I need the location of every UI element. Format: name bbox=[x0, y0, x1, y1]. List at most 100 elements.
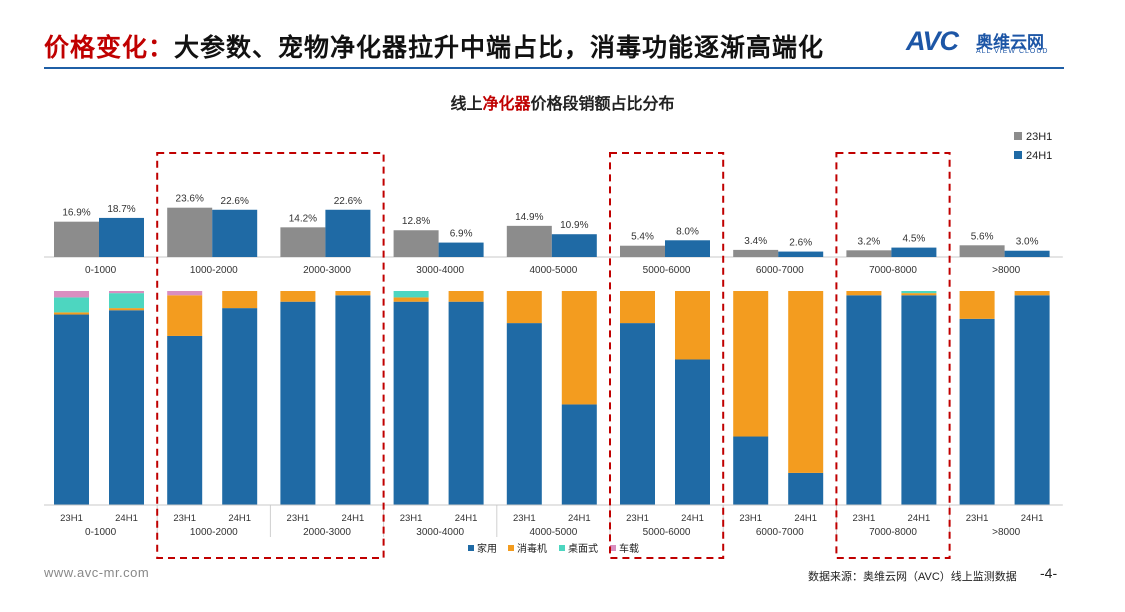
stack-segment bbox=[733, 436, 769, 505]
stack-segment bbox=[1014, 295, 1050, 505]
top-bar-label: 4.5% bbox=[903, 234, 926, 245]
legend-swatch bbox=[559, 545, 565, 551]
top-bar bbox=[959, 245, 1005, 257]
legend-label: 24H1 bbox=[1026, 150, 1052, 162]
top-bar-label: 16.9% bbox=[62, 208, 90, 219]
legend-label: 消毒机 bbox=[517, 542, 547, 555]
stack-segment bbox=[109, 308, 144, 311]
bottom-category-label: 7000-8000 bbox=[869, 527, 917, 538]
stack-segment bbox=[167, 291, 203, 296]
stack-segment bbox=[561, 404, 597, 505]
top-bar bbox=[620, 245, 665, 257]
bottom-period-label: 23H1 bbox=[513, 513, 536, 524]
legend-swatch bbox=[1014, 151, 1022, 159]
stack-segment bbox=[846, 295, 882, 505]
stack-segment bbox=[788, 472, 824, 505]
bottom-period-label: 23H1 bbox=[739, 513, 762, 524]
highlight-box bbox=[609, 152, 725, 559]
bottom-period-label: 24H1 bbox=[908, 513, 931, 524]
stack-segment bbox=[222, 308, 258, 505]
stack-segment bbox=[109, 293, 144, 309]
top-bar-label: 14.9% bbox=[515, 212, 543, 223]
top-bar-label: 3.4% bbox=[744, 236, 767, 247]
stack-segment bbox=[393, 291, 429, 298]
bottom-category-label: 1000-2000 bbox=[190, 527, 238, 538]
stack-segment bbox=[335, 291, 371, 296]
top-category-label: 7000-8000 bbox=[869, 265, 917, 276]
top-bar bbox=[506, 225, 552, 257]
top-category-label: 2000-3000 bbox=[303, 265, 351, 276]
top-bar-label: 8.0% bbox=[676, 226, 699, 237]
stack-segment bbox=[167, 295, 203, 336]
legend-label: 桌面式 bbox=[568, 542, 598, 555]
stack-segment bbox=[959, 291, 995, 319]
page-number: -4- bbox=[1040, 565, 1058, 581]
stack-segment bbox=[675, 359, 710, 505]
stack-segment bbox=[280, 291, 316, 302]
stack-segment bbox=[280, 301, 316, 505]
top-bar bbox=[212, 209, 258, 257]
top-bar-label: 3.0% bbox=[1016, 237, 1039, 248]
top-bar-label: 12.8% bbox=[402, 216, 430, 227]
bottom-period-label: 24H1 bbox=[568, 513, 591, 524]
top-bar bbox=[665, 240, 710, 257]
stack-segment bbox=[959, 318, 995, 505]
stack-segment bbox=[620, 323, 655, 505]
top-category-label: >8000 bbox=[992, 265, 1021, 276]
top-bar-label: 22.6% bbox=[334, 196, 362, 207]
stack-segment bbox=[901, 291, 937, 294]
stack-segment bbox=[901, 295, 937, 505]
stack-segment bbox=[506, 291, 542, 324]
top-bar bbox=[393, 230, 439, 257]
highlight-box bbox=[835, 152, 951, 559]
bottom-period-label: 24H1 bbox=[228, 513, 251, 524]
bottom-category-label: 3000-4000 bbox=[416, 527, 464, 538]
stack-segment bbox=[675, 291, 710, 360]
stack-segment bbox=[506, 323, 542, 505]
top-bar-label: 3.2% bbox=[858, 236, 881, 247]
top-category-label: 6000-7000 bbox=[756, 265, 804, 276]
top-bar-label: 22.6% bbox=[221, 196, 249, 207]
title-divider bbox=[44, 67, 1064, 69]
stack-segment bbox=[54, 314, 89, 505]
bottom-period-label: 24H1 bbox=[1021, 513, 1044, 524]
top-bar-label: 2.6% bbox=[789, 238, 812, 249]
stack-segment bbox=[54, 312, 89, 315]
top-category-label: 4000-5000 bbox=[529, 265, 577, 276]
stack-segment bbox=[167, 335, 203, 505]
bottom-period-label: 23H1 bbox=[626, 513, 649, 524]
legend-label: 家用 bbox=[477, 542, 497, 555]
bottom-category-label: 5000-6000 bbox=[643, 527, 691, 538]
top-bar-label: 23.6% bbox=[176, 194, 204, 205]
top-bar-label: 18.7% bbox=[107, 204, 135, 215]
legend-label: 车载 bbox=[619, 542, 639, 555]
top-bar-label: 14.2% bbox=[289, 213, 317, 224]
bottom-category-label: 4000-5000 bbox=[529, 527, 577, 538]
page-title: 价格变化：大参数、宠物净化器拉升中端占比，消毒功能逐渐高端化 bbox=[44, 34, 825, 62]
stack-segment bbox=[393, 301, 429, 505]
top-bar bbox=[167, 207, 213, 257]
stack-segment bbox=[54, 297, 89, 313]
stack-segment bbox=[788, 291, 824, 473]
top-bar-label: 6.9% bbox=[450, 229, 473, 240]
highlight-box bbox=[156, 152, 385, 559]
top-bar-label: 5.6% bbox=[971, 231, 994, 242]
top-category-label: 3000-4000 bbox=[416, 265, 464, 276]
stack-segment bbox=[448, 301, 484, 505]
bottom-period-label: 24H1 bbox=[115, 513, 138, 524]
top-category-label: 0-1000 bbox=[85, 265, 117, 276]
top-bar bbox=[778, 251, 824, 257]
top-bar bbox=[99, 217, 144, 257]
bottom-period-label: 23H1 bbox=[173, 513, 196, 524]
stack-segment bbox=[393, 297, 429, 302]
stack-segment bbox=[620, 291, 655, 324]
logo-cn-text: 奥维云网 bbox=[976, 33, 1044, 52]
bottom-period-label: 23H1 bbox=[853, 513, 876, 524]
bottom-period-label: 24H1 bbox=[681, 513, 704, 524]
stack-segment bbox=[54, 291, 89, 298]
stack-segment bbox=[222, 291, 258, 309]
bottom-period-label: 23H1 bbox=[60, 513, 83, 524]
top-category-label: 5000-6000 bbox=[643, 265, 691, 276]
top-bar bbox=[846, 250, 892, 257]
